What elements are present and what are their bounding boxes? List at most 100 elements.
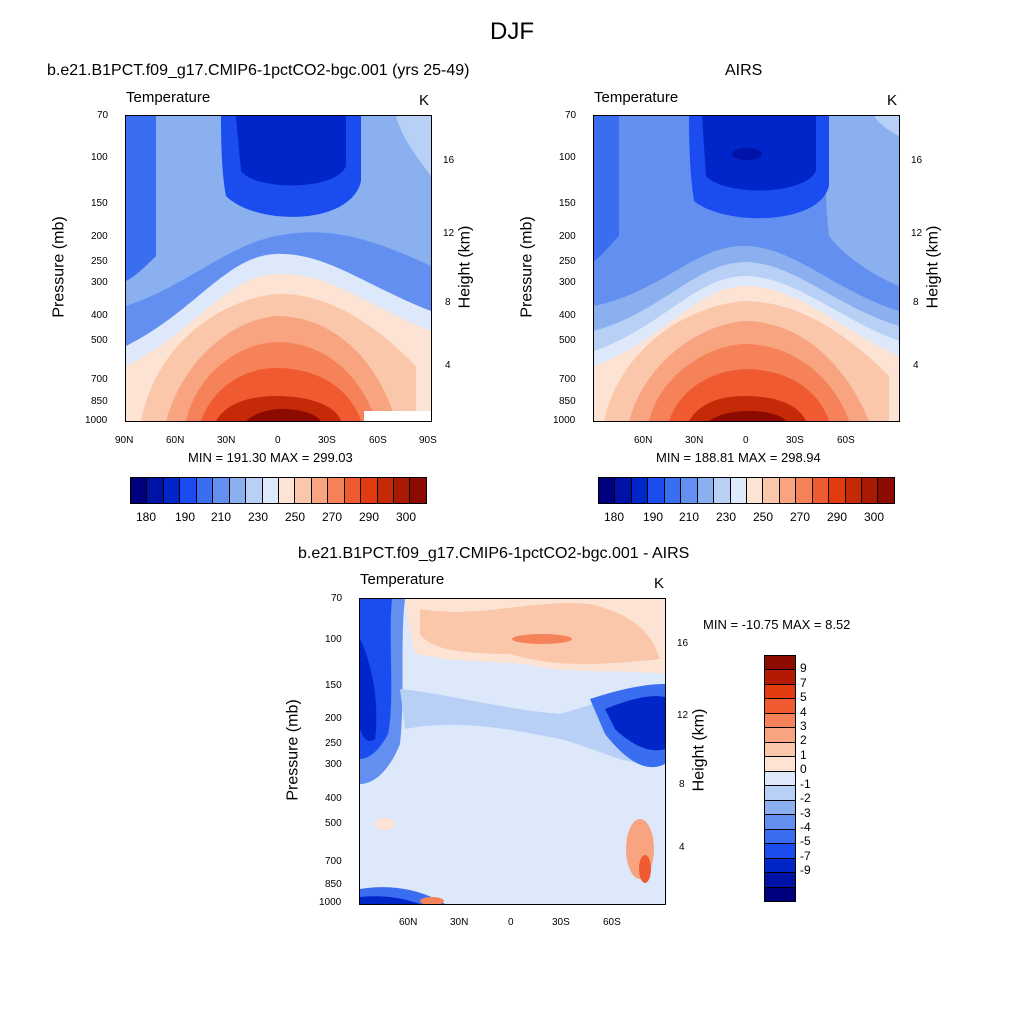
colorbar-label: 270 xyxy=(790,510,811,524)
colorbar-label: 290 xyxy=(827,510,848,524)
diff-fill-right-cold-2 xyxy=(605,696,665,751)
obs-contour-svg xyxy=(594,116,899,421)
colorbar-label: 300 xyxy=(864,510,885,524)
colorbar-swatch xyxy=(765,756,795,771)
colorbar-swatch xyxy=(828,478,845,503)
diff-xtick: 30S xyxy=(552,917,570,928)
colorbar-swatch xyxy=(765,656,795,670)
colorbar-swatch xyxy=(277,478,295,503)
obs-fill-left-cold xyxy=(594,116,619,261)
diff-xtick: 0 xyxy=(508,917,514,928)
diff-ytick: 300 xyxy=(325,759,342,770)
model-ylabel-height: Height (km) xyxy=(456,225,474,309)
model-xtick: 60N xyxy=(166,435,185,446)
colorbar-swatch xyxy=(765,799,795,815)
diff-fill-upper-max xyxy=(512,634,572,644)
obs-xtick: 30N xyxy=(685,435,704,446)
obs-xtick: 30S xyxy=(786,435,804,446)
diff-variable-label: Temperature xyxy=(360,571,445,588)
diff-xtick: 60S xyxy=(603,917,621,928)
colorbar-swatch xyxy=(409,478,426,503)
obs-variable-label: Temperature xyxy=(594,89,679,106)
model-variable-label: Temperature xyxy=(126,89,211,106)
model-fill-max xyxy=(246,409,321,421)
obs-ytick: 70 xyxy=(565,110,577,121)
colorbar-label: 210 xyxy=(211,510,232,524)
colorbar-swatch xyxy=(713,478,730,503)
colorbar-swatch xyxy=(179,478,196,503)
colorbar-label: 190 xyxy=(643,510,664,524)
colorbar-label: 300 xyxy=(396,510,417,524)
colorbar-swatch xyxy=(778,478,796,503)
diff-panel-title: b.e21.B1PCT.f09_g17.CMIP6-1pctCO2-bgc.00… xyxy=(298,545,690,562)
colorbar-swatch xyxy=(795,478,812,503)
diff-ylabel-height: Height (km) xyxy=(690,708,708,792)
colorbar-swatch xyxy=(765,712,795,728)
obs-fill-295k xyxy=(689,396,806,421)
colorbar-swatch xyxy=(663,478,681,503)
colorbar-label: 290 xyxy=(359,510,380,524)
colorbar-swatch xyxy=(630,478,648,503)
obs-ytick: 300 xyxy=(559,277,576,288)
obs-ytick: 1000 xyxy=(553,415,576,426)
obs-fill-min xyxy=(732,148,762,160)
colorbar-swatch xyxy=(765,698,795,713)
colorbar-swatch xyxy=(680,478,697,503)
colorbar-label: -7 xyxy=(800,848,811,863)
obs-fill-top-right xyxy=(874,116,899,136)
colorbar-swatch xyxy=(245,478,262,503)
colorbar-swatch xyxy=(765,683,795,699)
model-contour-plot xyxy=(125,115,432,422)
model-fill-tropopause-core xyxy=(236,116,346,186)
diff-xtick: 60N xyxy=(399,917,418,928)
diff-fill-right-warm-core xyxy=(639,855,651,883)
model-ytick: 850 xyxy=(91,396,108,407)
colorbar-swatch xyxy=(765,843,795,858)
model-htick: 16 xyxy=(443,155,455,166)
colorbar-swatch xyxy=(811,478,829,503)
colorbar-label: 270 xyxy=(322,510,343,524)
obs-fill-upper-right xyxy=(825,116,899,286)
colorbar-swatch xyxy=(765,741,795,757)
colorbar-label: -3 xyxy=(800,805,811,820)
diff-ytick: 150 xyxy=(325,680,342,691)
colorbar-label: 180 xyxy=(604,510,625,524)
colorbar-label: 230 xyxy=(248,510,269,524)
model-ytick: 200 xyxy=(91,231,108,242)
figure-title: DJF xyxy=(490,18,534,45)
diff-ylabel-pressure: Pressure (mb) xyxy=(284,699,302,801)
diff-colorbar xyxy=(764,655,796,902)
model-htick: 8 xyxy=(445,297,451,308)
model-fill-left-cold xyxy=(126,116,156,281)
colorbar-label: -1 xyxy=(800,776,811,791)
colorbar-swatch xyxy=(310,478,328,503)
diff-fill-left-cold-3 xyxy=(360,639,377,741)
obs-htick: 8 xyxy=(913,297,919,308)
model-missing-data xyxy=(364,411,431,421)
colorbar-swatch xyxy=(343,478,361,503)
colorbar-swatch xyxy=(765,872,795,887)
colorbar-swatch xyxy=(762,478,779,503)
model-ytick: 250 xyxy=(91,256,108,267)
obs-minmax: MIN = 188.81 MAX = 298.94 xyxy=(656,450,821,465)
colorbar-swatch xyxy=(228,478,246,503)
colorbar-swatch xyxy=(745,478,763,503)
colorbar-label: -9 xyxy=(800,863,811,878)
colorbar-swatch xyxy=(765,857,795,873)
colorbar-swatch xyxy=(765,785,795,800)
model-ytick: 700 xyxy=(91,374,108,385)
colorbar-label: 9 xyxy=(800,661,807,676)
colorbar-label: -2 xyxy=(800,791,811,806)
colorbar-swatch xyxy=(765,886,795,901)
diff-ytick: 100 xyxy=(325,634,342,645)
colorbar-label: 2 xyxy=(800,733,807,748)
model-htick: 12 xyxy=(443,228,455,239)
obs-xtick: 60N xyxy=(634,435,653,446)
obs-colorbar xyxy=(598,477,895,504)
obs-ytick: 250 xyxy=(559,256,576,267)
colorbar-label: 1 xyxy=(800,747,807,762)
model-xtick: 0 xyxy=(275,435,281,446)
colorbar-swatch xyxy=(614,478,631,503)
obs-ylabel-height: Height (km) xyxy=(924,225,942,309)
diff-ytick: 200 xyxy=(325,713,342,724)
